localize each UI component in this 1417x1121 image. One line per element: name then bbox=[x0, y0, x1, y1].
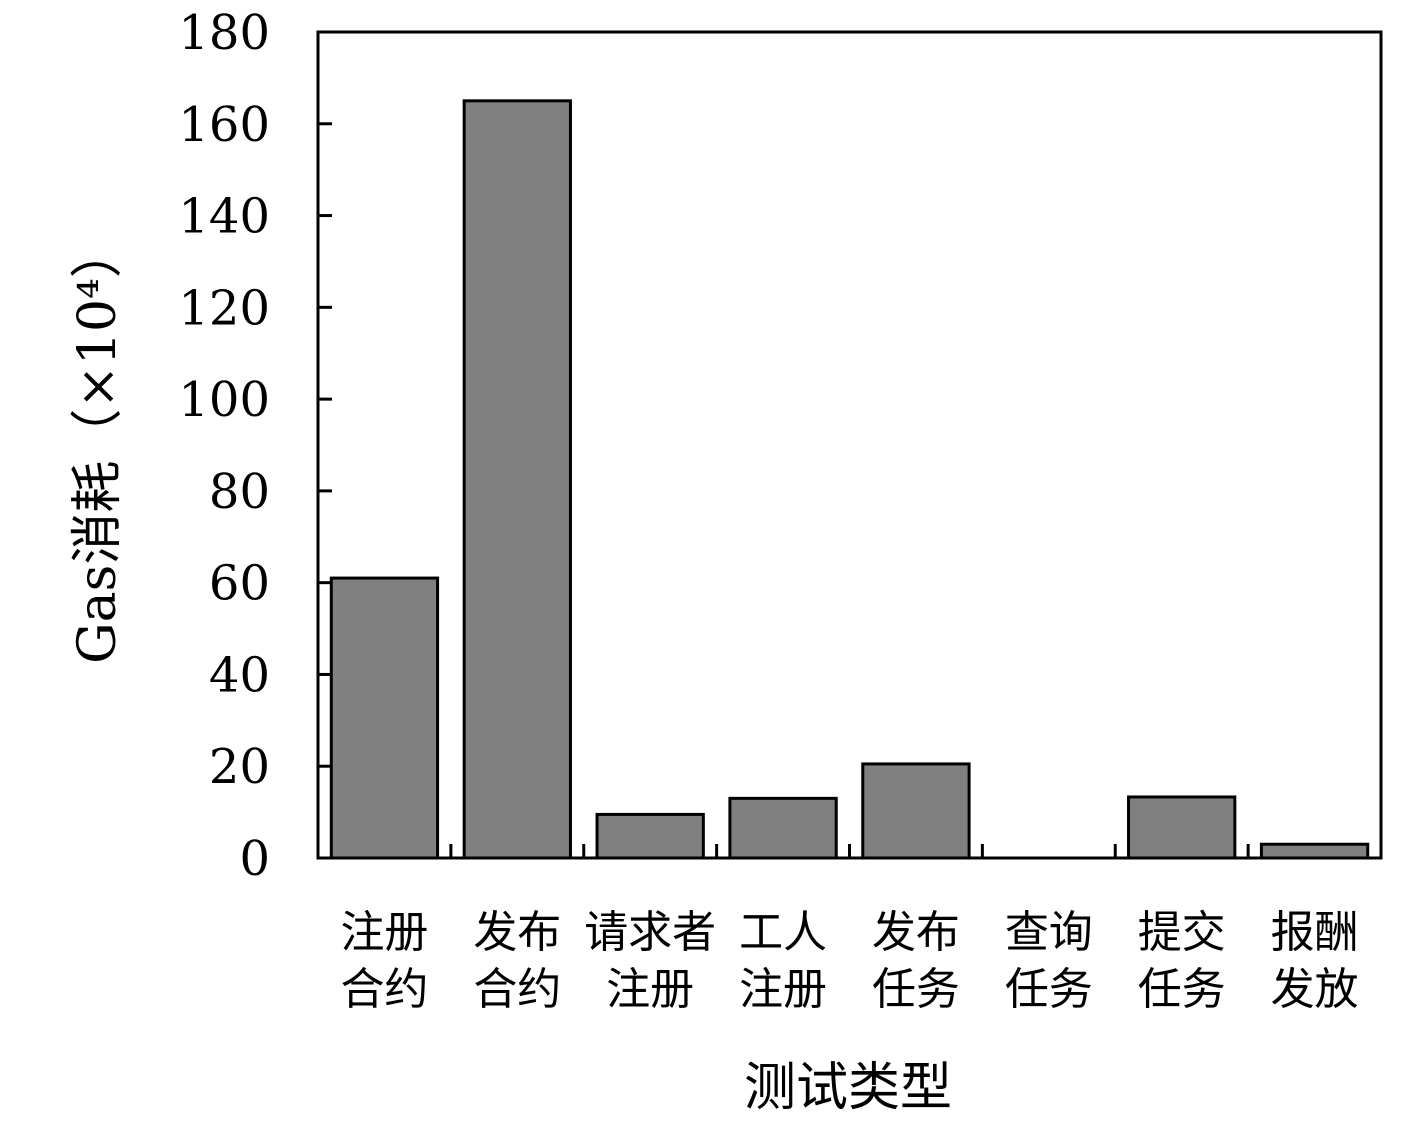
y-tick-label: 40 bbox=[209, 647, 270, 703]
x-tick-label: 合约 bbox=[473, 964, 561, 1015]
plot-frame bbox=[316, 30, 1383, 860]
x-tick-label: 请求者 bbox=[584, 907, 716, 958]
x-tick-label: 注册 bbox=[739, 964, 827, 1015]
x-tick-label: 任务 bbox=[872, 964, 960, 1015]
x-tick-label: 注册 bbox=[340, 907, 428, 958]
y-tick-label: 0 bbox=[239, 831, 270, 887]
x-axis-title: 测试类型 bbox=[744, 1058, 952, 1118]
x-tick-label: 发布 bbox=[473, 907, 561, 958]
y-tick-label: 120 bbox=[178, 280, 270, 336]
x-tick-label: 任务 bbox=[1138, 964, 1226, 1015]
bar bbox=[462, 99, 572, 860]
bar bbox=[329, 576, 440, 860]
x-tick-label: 注册 bbox=[606, 964, 694, 1015]
y-tick-label: 160 bbox=[178, 97, 270, 153]
x-tick-label: 合约 bbox=[340, 964, 428, 1015]
bar bbox=[728, 796, 838, 860]
y-tick-label: 140 bbox=[178, 189, 270, 245]
x-tick-label: 工人 bbox=[739, 907, 827, 958]
x-tick-label: 查询 bbox=[1005, 907, 1093, 958]
bar bbox=[595, 812, 705, 860]
bar bbox=[1127, 795, 1237, 860]
bars-group bbox=[329, 99, 1370, 860]
y-tick-label: 180 bbox=[178, 5, 270, 61]
x-tick-label: 报酬 bbox=[1271, 907, 1359, 958]
y-ticks-group: 0 20 40 60 80 100 120 140 160 180 bbox=[178, 5, 332, 887]
x-ticks-group bbox=[449, 844, 1250, 858]
y-tick-label: 60 bbox=[209, 556, 270, 612]
x-tick-label: 发放 bbox=[1271, 964, 1359, 1015]
x-tick-label: 任务 bbox=[1005, 964, 1093, 1015]
y-tick-label: 20 bbox=[209, 739, 270, 795]
x-tick-label: 提交 bbox=[1138, 907, 1226, 958]
x-tick-label: 发布 bbox=[872, 907, 960, 958]
y-tick-label: 80 bbox=[209, 464, 270, 520]
bar bbox=[861, 762, 971, 860]
y-axis-title: Gas消耗（×10⁴） bbox=[68, 226, 128, 664]
bar bbox=[1259, 842, 1370, 860]
y-tick-label: 100 bbox=[178, 372, 270, 428]
